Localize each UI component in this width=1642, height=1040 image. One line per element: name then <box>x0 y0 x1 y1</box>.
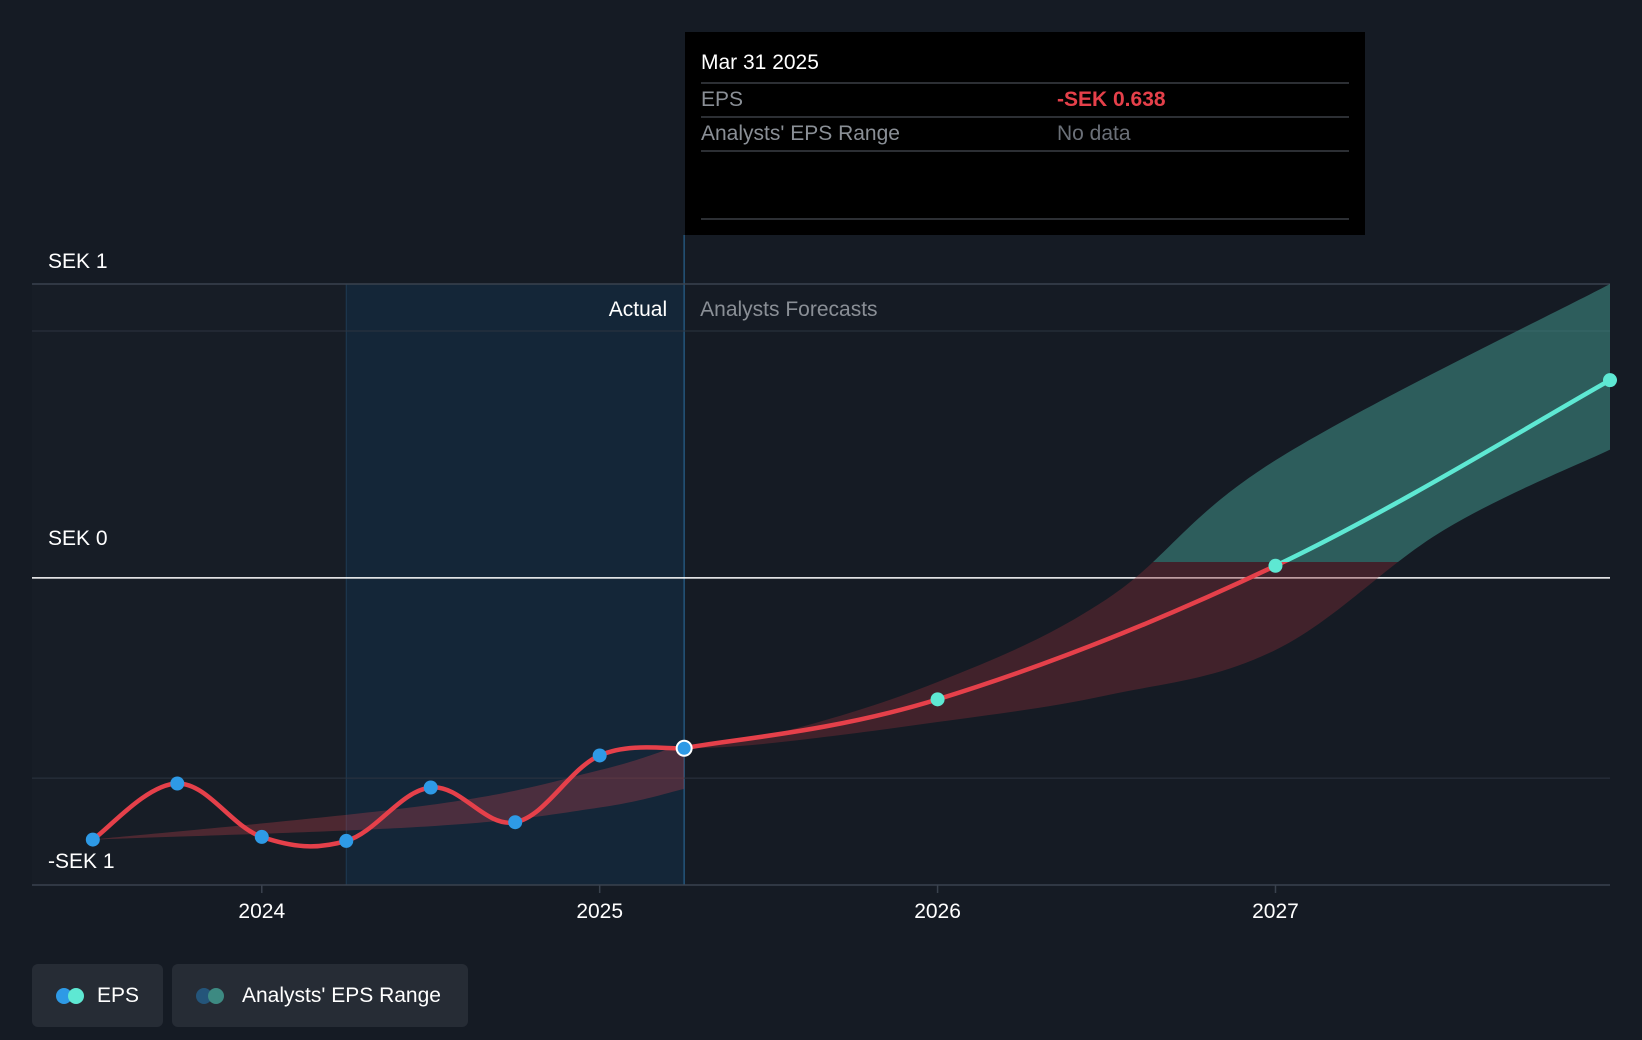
legend-eps[interactable]: EPS <box>32 964 163 1027</box>
legend-dot-2 <box>68 987 84 1004</box>
forecast-eps-range-band-negative <box>684 562 1398 749</box>
x-tick-label: 2024 <box>238 900 285 923</box>
x-tick-label: 2026 <box>914 900 961 923</box>
legend-label-eps: EPS <box>96 983 139 1007</box>
history-panel <box>32 284 347 885</box>
eps-forecast-point[interactable] <box>1268 558 1283 573</box>
eps-legend-icon <box>56 987 84 1005</box>
tooltip-row-label: Analysts' EPS Range <box>701 122 900 145</box>
y-tick-label: SEK 0 <box>48 527 108 550</box>
y-tick-label: SEK 1 <box>48 250 108 273</box>
y-tick-label: -SEK 1 <box>48 850 115 873</box>
eps-forecast-line-negative <box>681 562 1289 751</box>
forecast-section-label: Analysts Forecasts <box>700 298 877 321</box>
eps-forecast-line-positive <box>1278 377 1613 562</box>
eps-point[interactable] <box>423 780 438 795</box>
eps-selected-point[interactable] <box>675 739 693 757</box>
tooltip-background <box>685 32 1365 235</box>
tooltip-row-label: EPS <box>701 88 743 111</box>
eps-point[interactable] <box>508 815 523 830</box>
forecast-eps-range-band-positive <box>1153 284 1610 562</box>
eps-point[interactable] <box>339 833 354 848</box>
eps-point[interactable] <box>170 776 185 791</box>
actual-highlight-panel <box>346 284 685 885</box>
tooltip-row-value: No data <box>1057 122 1131 145</box>
legend-label-eps-range: Analysts' EPS Range <box>242 983 441 1007</box>
legend-eps-range[interactable]: Analysts' EPS Range <box>172 964 468 1027</box>
eps-forecast-point[interactable] <box>1603 373 1617 388</box>
eps-point[interactable] <box>254 829 269 844</box>
x-tick-label: 2025 <box>576 900 623 923</box>
eps-point[interactable] <box>85 832 100 847</box>
eps-point[interactable] <box>592 748 607 763</box>
eps-forecast-point[interactable] <box>930 692 945 707</box>
historic-eps-range-band <box>92 743 685 840</box>
tooltip-date: Mar 31 2025 <box>701 51 819 74</box>
x-tick-label: 2027 <box>1252 900 1299 923</box>
tooltip: Mar 31 2025 EPS -SEK 0.638 Analysts' EPS Ra… <box>685 32 1365 235</box>
legend-dot-2 <box>208 987 224 1004</box>
eps-range-legend-icon <box>196 987 228 1005</box>
actual-section-label: Actual <box>609 298 667 321</box>
tooltip-row-value: -SEK 0.638 <box>1057 88 1166 111</box>
